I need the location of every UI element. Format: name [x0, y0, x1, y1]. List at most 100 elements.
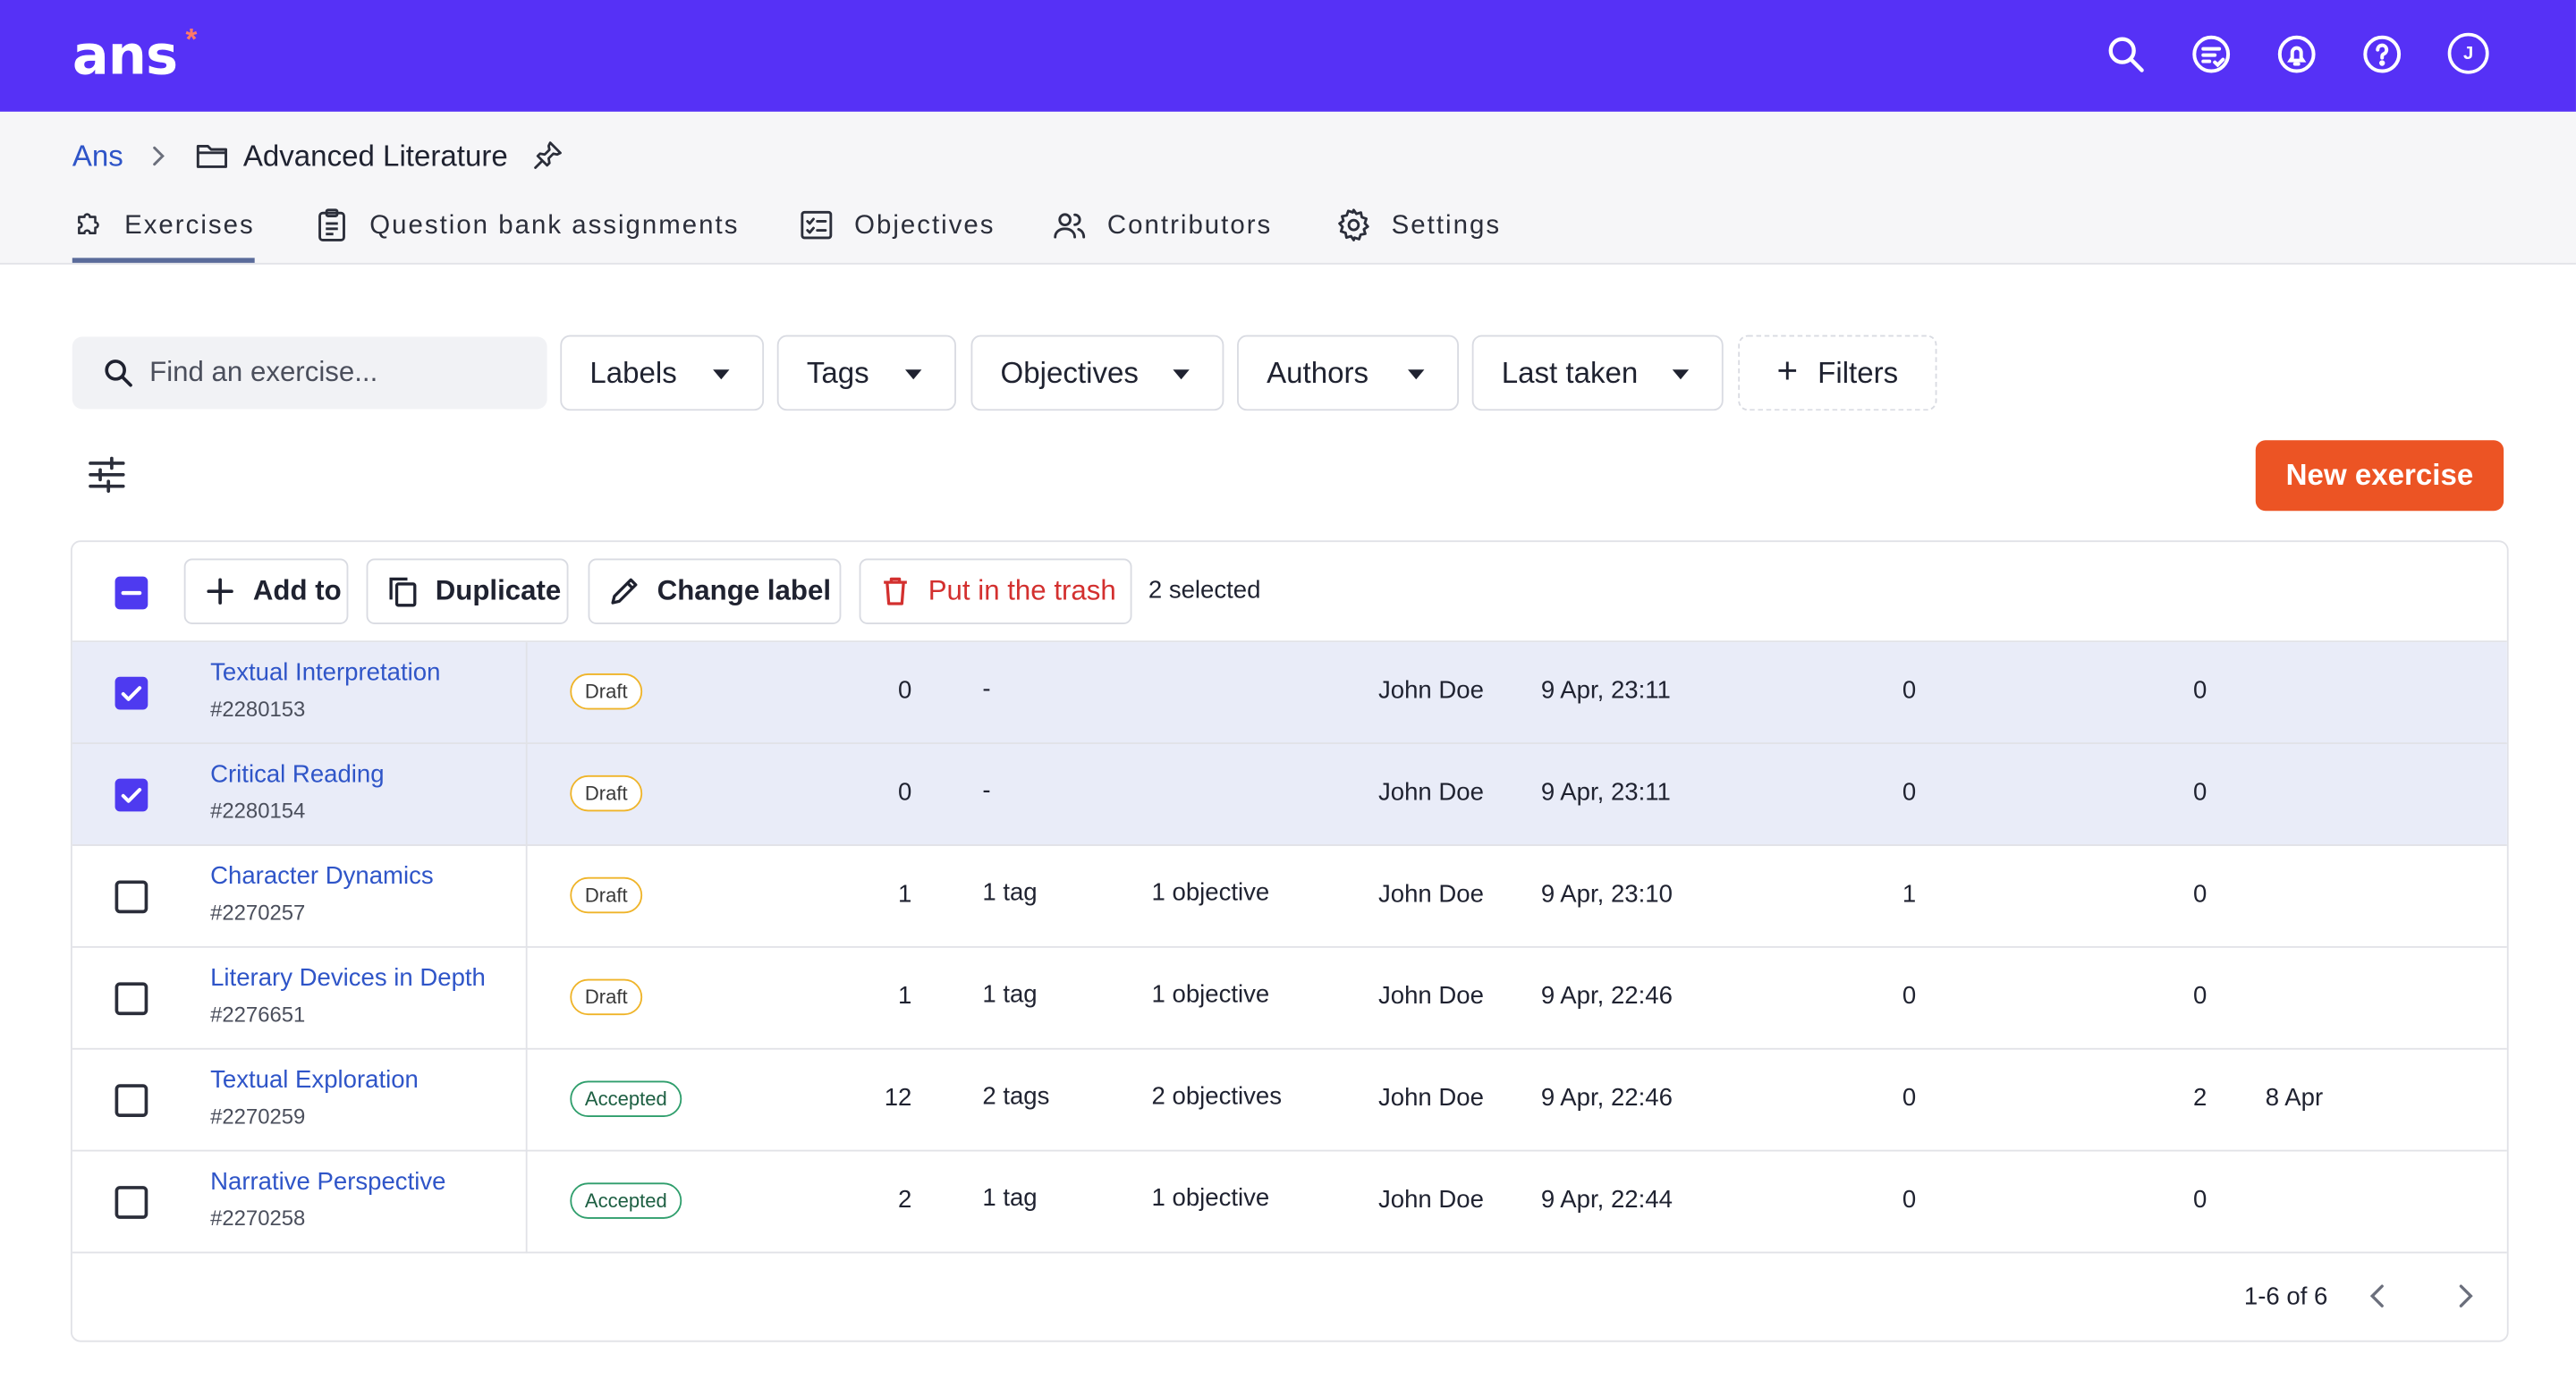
exercise-id: #2270257: [210, 900, 306, 926]
row-checkbox[interactable]: [114, 1084, 148, 1117]
more-filters-button[interactable]: + Filters: [1738, 334, 1937, 411]
column-divider: [525, 845, 528, 948]
column-divider: [525, 1049, 528, 1152]
exercise-name-link[interactable]: Literary Devices in Depth: [210, 964, 486, 993]
table-row[interactable]: Textual Interpretation #2280153 Draft 0 - Joh…: [72, 642, 2507, 745]
status-badge: Accepted: [570, 1080, 682, 1117]
notification-bell-icon[interactable]: [2274, 31, 2319, 77]
exercise-name-link[interactable]: Narrative Perspective: [210, 1167, 446, 1197]
updated-at: 9 Apr, 22:46: [1540, 982, 1673, 1011]
user-avatar-icon[interactable]: J: [2447, 32, 2489, 74]
duplicate-label: Duplicate: [435, 574, 562, 606]
exercise-name-link[interactable]: Textual Exploration: [210, 1066, 419, 1095]
checklist-icon: [801, 210, 833, 240]
breadcrumb-root-link[interactable]: Ans: [72, 140, 123, 173]
labels-filter-label: Labels: [589, 355, 677, 389]
updated-at: 9 Apr, 22:46: [1540, 1084, 1673, 1113]
column-settings-sliders-icon[interactable]: [87, 456, 126, 494]
author-name: John Doe: [1377, 982, 1484, 1011]
trash-icon: [884, 577, 907, 605]
new-exercise-button[interactable]: New exercise: [2255, 440, 2504, 512]
table-row[interactable]: Critical Reading #2280154 Draft 0 - John Doe 9…: [72, 744, 2507, 846]
selected-count: 2 selected: [1148, 576, 1261, 605]
caret-down-icon: [905, 369, 922, 380]
column-divider: [525, 1151, 528, 1254]
duplicate-button[interactable]: Duplicate: [366, 558, 569, 624]
row-checkbox[interactable]: [114, 778, 148, 812]
plus-icon: [207, 578, 233, 605]
exercise-id: #2270258: [210, 1206, 306, 1231]
exercises-table: Add to Duplicate Change label Put in the…: [70, 540, 2509, 1342]
page-header: [0, 111, 2576, 265]
pin-icon[interactable]: [532, 140, 564, 171]
tab-settings[interactable]: Settings: [1335, 204, 1501, 263]
search-input[interactable]: [149, 356, 528, 390]
next-page-icon[interactable]: [2450, 1282, 2479, 1311]
add-to-label: Add to: [252, 574, 342, 606]
author-name: John Doe: [1377, 676, 1484, 705]
tag-count: 1 tag: [982, 878, 1038, 907]
author-name: John Doe: [1377, 1186, 1484, 1214]
metric-b-value: 0: [2192, 778, 2207, 807]
objective-count: 1 objective: [1151, 980, 1270, 1009]
metric-b-value: 2: [2192, 1084, 2207, 1113]
table-row[interactable]: Textual Exploration #2270259 Accepted 12 2 t…: [72, 1049, 2507, 1152]
table-row[interactable]: Literary Devices in Depth #2276651 Draft 1 1…: [72, 947, 2507, 1050]
table-row[interactable]: Narrative Perspective #2270258 Accepted 2 1 …: [72, 1151, 2507, 1254]
caret-down-icon: [1672, 369, 1690, 380]
tab-exercises[interactable]: Exercises: [72, 204, 255, 263]
add-to-button[interactable]: Add to: [183, 558, 349, 624]
author-name: John Doe: [1377, 1084, 1484, 1113]
previous-page-icon[interactable]: [2364, 1282, 2394, 1311]
search-field[interactable]: [72, 336, 547, 410]
exercise-name-link[interactable]: Character Dynamics: [210, 862, 434, 891]
row-checkbox[interactable]: [114, 982, 148, 1016]
tab-objectives[interactable]: Objectives: [799, 204, 996, 263]
status-badge: Draft: [570, 876, 643, 914]
objectives-filter-dropdown[interactable]: Objectives: [970, 334, 1224, 411]
put-in-trash-button[interactable]: Put in the trash: [859, 558, 1132, 624]
tab-question-bank-assignments[interactable]: Question bank assignments: [314, 204, 740, 263]
metric-a-value: 0: [1902, 778, 1917, 807]
exercise-id: #2280153: [210, 696, 306, 722]
metric-a-value: 0: [1902, 1186, 1917, 1214]
change-label-label: Change label: [657, 574, 832, 606]
logo-star-mark: *: [185, 22, 198, 56]
metric-a-value: 1: [1902, 880, 1917, 909]
metric-a-value: 0: [1902, 676, 1917, 705]
authors-filter-label: Authors: [1267, 355, 1369, 389]
tags-filter-dropdown[interactable]: Tags: [776, 334, 956, 411]
bulk-action-bar: Add to Duplicate Change label Put in the…: [72, 542, 2507, 643]
chat-list-icon[interactable]: [2188, 31, 2233, 77]
metric-a-value: 0: [1902, 1084, 1917, 1113]
table-row[interactable]: Character Dynamics #2270257 Draft 1 1 tag 1 o…: [72, 845, 2507, 948]
row-checkbox[interactable]: [114, 880, 148, 914]
app-logo[interactable]: ans: [72, 22, 178, 88]
column-divider: [525, 642, 528, 745]
question-count: 1: [898, 982, 912, 1011]
last-taken-date: 8 Apr: [2265, 1084, 2324, 1113]
top-bar: ans * J: [0, 0, 2576, 112]
updated-at: 9 Apr, 23:11: [1540, 778, 1671, 807]
tag-count: -: [982, 776, 991, 805]
updated-at: 9 Apr, 22:44: [1540, 1186, 1673, 1214]
row-checkbox[interactable]: [114, 676, 148, 710]
help-icon[interactable]: [2360, 31, 2405, 77]
row-checkbox[interactable]: [114, 1186, 148, 1219]
labels-filter-dropdown[interactable]: Labels: [560, 334, 765, 411]
search-icon[interactable]: [2103, 31, 2148, 77]
select-all-checkbox[interactable]: [114, 576, 148, 610]
authors-filter-dropdown[interactable]: Authors: [1237, 334, 1459, 411]
pencil-icon: [611, 578, 638, 605]
exercise-name-link[interactable]: Textual Interpretation: [210, 658, 441, 687]
last-taken-filter-dropdown[interactable]: Last taken: [1471, 334, 1724, 411]
objective-count: 1 objective: [1151, 878, 1270, 907]
exercise-name-link[interactable]: Critical Reading: [210, 760, 385, 789]
objectives-filter-label: Objectives: [1000, 355, 1139, 389]
tag-count: 2 tags: [982, 1082, 1050, 1111]
people-icon: [1054, 213, 1086, 239]
tab-contributors[interactable]: Contributors: [1051, 204, 1272, 263]
status-badge: Draft: [570, 978, 643, 1016]
breadcrumb-current: Advanced Literature: [242, 140, 508, 173]
change-label-button[interactable]: Change label: [588, 558, 842, 624]
